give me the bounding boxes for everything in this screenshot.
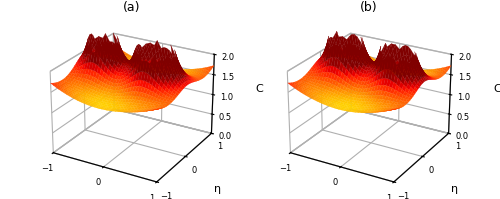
Y-axis label: η: η <box>451 184 458 194</box>
Y-axis label: η: η <box>214 184 221 194</box>
Title: (a): (a) <box>122 1 140 14</box>
Title: (b): (b) <box>360 1 378 14</box>
